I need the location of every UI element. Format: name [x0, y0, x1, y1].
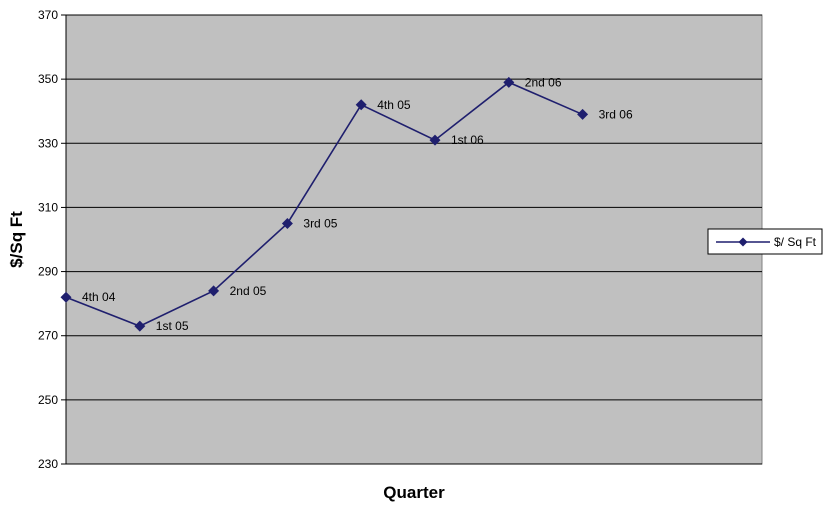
data-point-label: 2nd 06 [525, 75, 562, 89]
data-point-label: 3rd 06 [599, 107, 633, 121]
y-tick-label: 230 [38, 457, 58, 471]
y-axis-title: $/Sq Ft [7, 211, 26, 268]
series-line [65, 81, 583, 327]
series-markers [60, 76, 589, 332]
data-point-marker [429, 134, 441, 146]
data-point-marker [503, 76, 515, 88]
y-tick-label: 290 [38, 265, 58, 279]
plot-area [65, 14, 763, 465]
data-labels: 4th 04 1st 05 2nd 05 3rd 05 4th 05 1st 06 2nd … [82, 75, 633, 333]
y-tick-label: 370 [38, 8, 58, 22]
y-axis-ticks: 230 250 270 290 310 330 350 370 [38, 8, 66, 471]
data-point-marker [208, 285, 220, 297]
data-point-label: 4th 05 [377, 98, 411, 112]
data-point-label: 2nd 05 [230, 284, 267, 298]
data-point-marker [577, 108, 589, 120]
legend-label: $/ Sq Ft [774, 235, 817, 249]
y-tick-label: 310 [38, 200, 58, 214]
data-point-label: 1st 05 [156, 319, 189, 333]
legend: $/ Sq Ft [707, 228, 823, 255]
y-tick-label: 350 [38, 72, 58, 86]
data-point-marker [60, 291, 72, 303]
data-point-label: 1st 06 [451, 133, 484, 147]
data-point-marker [355, 99, 367, 111]
legend-marker [738, 237, 748, 247]
y-tick-label: 270 [38, 329, 58, 343]
gridlines [66, 14, 762, 401]
x-axis-title: Quarter [383, 483, 445, 502]
y-tick-label: 330 [38, 136, 58, 150]
data-point-marker [281, 217, 293, 229]
data-point-marker [134, 320, 146, 332]
data-point-label: 4th 04 [82, 290, 116, 304]
y-tick-label: 250 [38, 393, 58, 407]
data-point-label: 3rd 05 [303, 216, 337, 230]
